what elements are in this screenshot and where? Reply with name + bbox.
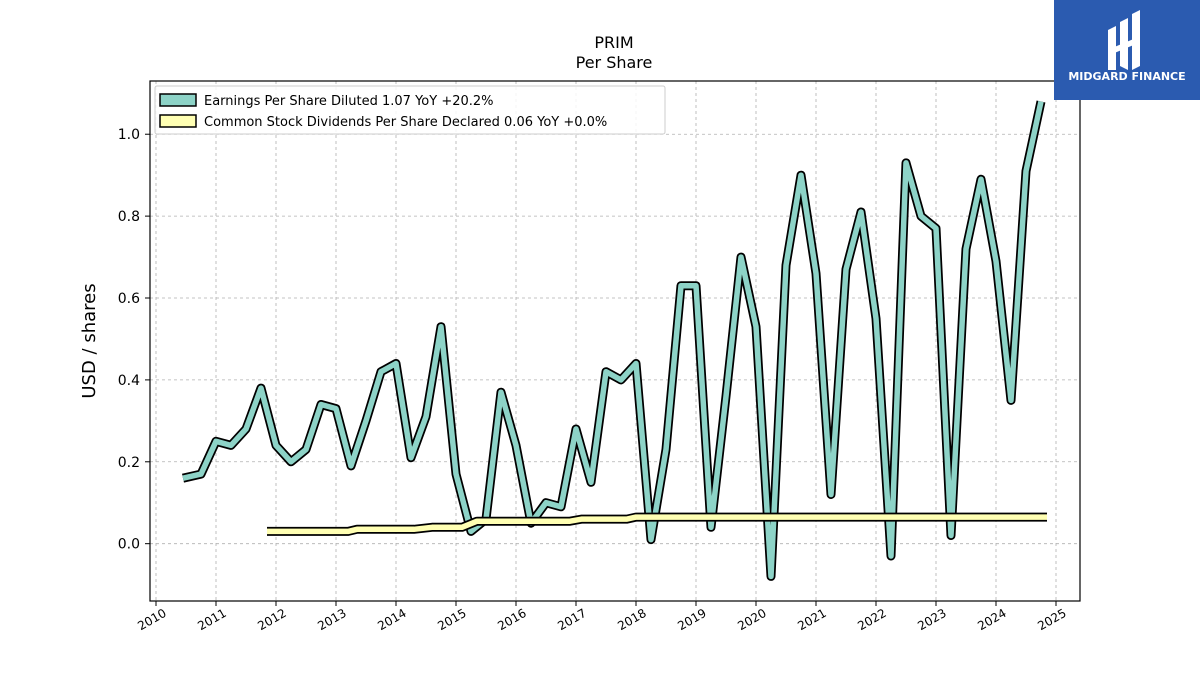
x-tick-label: 2015 xyxy=(435,606,468,633)
y-tick-label: 0.4 xyxy=(118,373,140,389)
x-tick-label: 2021 xyxy=(795,606,828,633)
y-tick-label: 1.0 xyxy=(118,127,140,143)
series-outline-eps xyxy=(182,100,1046,581)
series-lines xyxy=(182,100,1047,581)
logo-mark-icon xyxy=(1108,10,1140,70)
y-tick-label: 0.0 xyxy=(118,537,140,553)
y-axis-label: USD / shares xyxy=(79,283,100,398)
x-tick-label: 2012 xyxy=(255,606,288,633)
x-tick-label: 2022 xyxy=(855,606,888,633)
x-tick-label: 2010 xyxy=(135,606,168,633)
x-tick-label: 2023 xyxy=(915,606,948,633)
x-tick-label: 2020 xyxy=(735,606,768,633)
y-tick-label: 0.6 xyxy=(118,291,140,307)
plot-frame xyxy=(149,80,1081,602)
x-tick-label: 2025 xyxy=(1035,606,1068,633)
x-tick-label: 2024 xyxy=(975,606,1008,633)
legend-frame xyxy=(154,85,666,135)
logo-text: MIDGARD FINANCE xyxy=(1068,70,1185,83)
x-tick-label: 2018 xyxy=(615,606,648,633)
legend-swatch-eps xyxy=(159,93,197,107)
legend: Earnings Per Share Diluted 1.07 YoY +20.… xyxy=(154,85,666,135)
legend-swatch-dividends xyxy=(159,114,197,128)
x-tick-label: 2011 xyxy=(195,606,228,633)
y-tick-label: 0.2 xyxy=(118,455,140,471)
x-tick-label: 2017 xyxy=(555,606,588,633)
series-line-eps xyxy=(182,100,1044,580)
x-tick-label: 2014 xyxy=(375,606,408,633)
midgard-finance-logo: MIDGARD FINANCE xyxy=(1054,0,1200,100)
x-tick-label: 2013 xyxy=(315,606,348,633)
x-tick-label: 2016 xyxy=(495,606,528,633)
chart-subtitle: Per Share xyxy=(576,53,653,72)
series-line-dividends xyxy=(267,514,1047,535)
x-tick-label: 2019 xyxy=(675,606,708,633)
legend-entry-eps: Earnings Per Share Diluted 1.07 YoY +20.… xyxy=(204,94,494,109)
legend-entry-dividends: Common Stock Dividends Per Share Declare… xyxy=(204,115,607,130)
chart-title: PRIM xyxy=(594,33,633,52)
y-tick-label: 0.8 xyxy=(118,209,140,225)
